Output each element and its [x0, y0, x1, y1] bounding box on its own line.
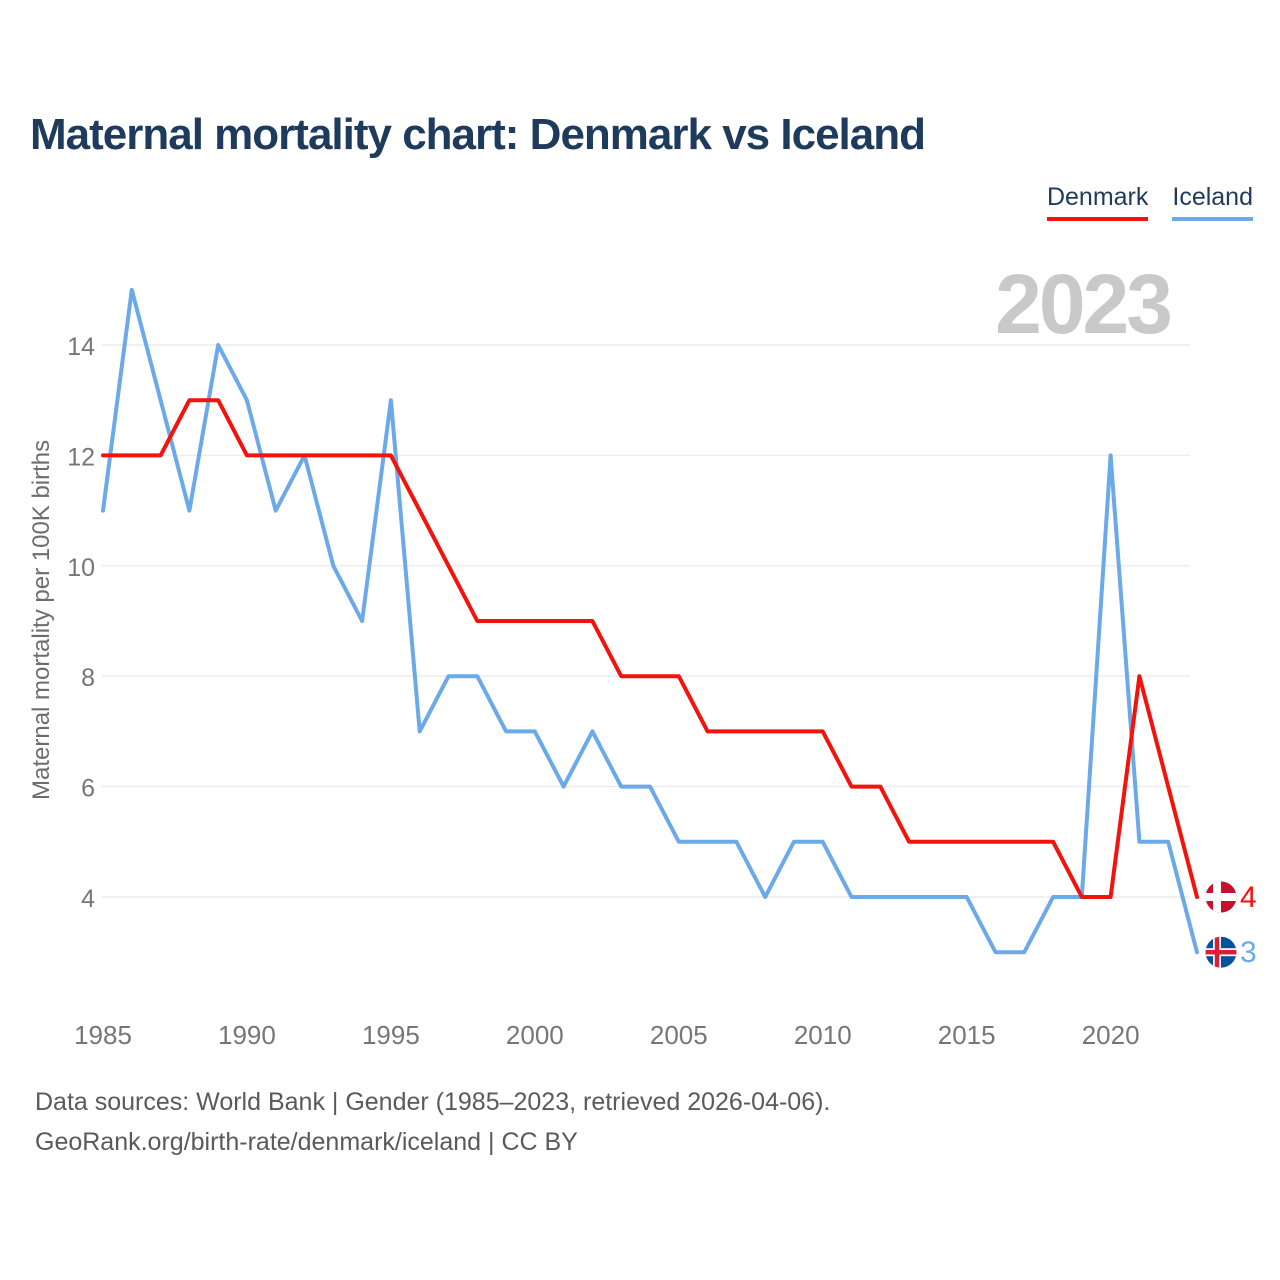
legend: Denmark Iceland	[1046, 183, 1253, 221]
y-tick-label: 4	[81, 885, 95, 913]
legend-item-denmark[interactable]: Denmark	[1046, 183, 1149, 221]
y-tick-label: 6	[81, 775, 95, 803]
page-title: Maternal mortality chart: Denmark vs Ice…	[30, 110, 926, 159]
x-tick-label: 2010	[794, 1020, 852, 1050]
footer-attribution-line: GeoRank.org/birth-rate/denmark/iceland |…	[35, 1128, 578, 1156]
x-tick-label: 2015	[938, 1020, 996, 1050]
series-line-denmark	[101, 398, 1199, 899]
footer: Data sources: World Bank | Gender (1985–…	[35, 1082, 830, 1162]
x-tick-label: 1990	[218, 1020, 276, 1050]
year-watermark: 2023	[995, 257, 1173, 351]
denmark-flag-icon	[1205, 881, 1237, 913]
end-value-label-denmark: 4	[1240, 881, 1257, 914]
footer-sources-line: Data sources: World Bank | Gender (1985–…	[35, 1088, 831, 1116]
y-tick-label: 10	[67, 554, 95, 582]
y-tick-label: 8	[81, 664, 95, 692]
x-tick-label: 1995	[362, 1020, 420, 1050]
series-line-iceland	[101, 287, 1199, 955]
legend-item-iceland[interactable]: Iceland	[1172, 183, 1253, 221]
y-tick-label: 12	[67, 443, 95, 471]
x-tick-label: 2020	[1082, 1020, 1140, 1050]
x-tick-label: 1985	[74, 1020, 132, 1050]
x-tick-label: 2005	[650, 1020, 708, 1050]
end-value-label-iceland: 3	[1240, 936, 1257, 969]
y-tick-label: 14	[67, 333, 95, 361]
iceland-flag-icon	[1205, 936, 1237, 968]
x-tick-label: 2000	[506, 1020, 564, 1050]
